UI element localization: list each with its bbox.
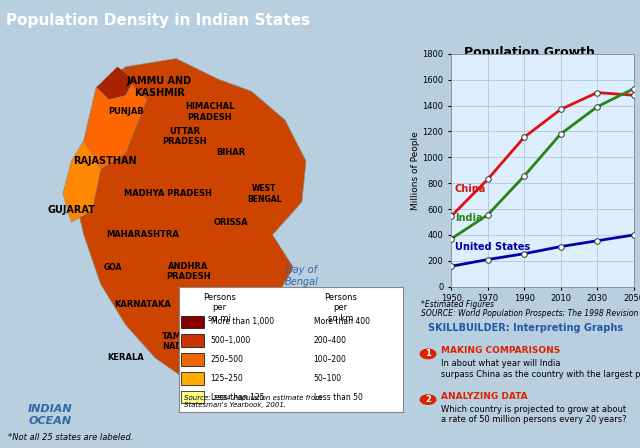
Text: Persons
per
sq km: Persons per sq km [324, 293, 357, 323]
Text: GOA: GOA [104, 263, 122, 272]
Text: Which country is projected to grow at about
a rate of 50 million persons every 2: Which country is projected to grow at ab… [442, 405, 627, 424]
Text: RAJASTHAN: RAJASTHAN [73, 156, 136, 166]
Text: Population Density in Indian States: Population Density in Indian States [6, 13, 310, 28]
Text: WEST
BENGAL: WEST BENGAL [247, 184, 282, 203]
Text: SKILLBUILDER: Interpreting Graphs: SKILLBUILDER: Interpreting Graphs [428, 323, 623, 333]
Text: 2: 2 [425, 395, 431, 404]
Text: BIHAR: BIHAR [216, 148, 245, 157]
Polygon shape [71, 59, 306, 378]
Text: 250–500: 250–500 [211, 355, 244, 364]
Polygon shape [84, 79, 147, 169]
Text: Persons
per
sq mi: Persons per sq mi [203, 293, 236, 323]
Polygon shape [97, 67, 134, 99]
Bar [182, 391, 204, 403]
Text: Source: 1994 Population estimate from
Statesman's Yearbook, 2001.: Source: 1994 Population estimate from St… [184, 395, 322, 409]
Circle shape [420, 395, 436, 404]
Polygon shape [63, 141, 100, 223]
Text: *Not all 25 states are labeled.: *Not all 25 states are labeled. [8, 433, 134, 442]
Bar [182, 334, 204, 347]
Text: ORISSA: ORISSA [213, 218, 248, 227]
Text: Population Growth: Population Growth [464, 46, 595, 59]
Text: KERALA: KERALA [108, 353, 144, 362]
Text: China: China [455, 184, 486, 194]
Text: HIMACHAL
PRADESH: HIMACHAL PRADESH [185, 102, 234, 121]
Text: JAMMU AND
KASHMIR: JAMMU AND KASHMIR [127, 77, 192, 98]
Text: KARNATAKA: KARNATAKA [114, 300, 171, 309]
Text: GUJARAT: GUJARAT [47, 205, 95, 215]
Text: TAMIL
NADU: TAMIL NADU [162, 332, 190, 351]
Text: 50–100: 50–100 [314, 374, 342, 383]
Text: UTTAR
PRADESH: UTTAR PRADESH [162, 127, 207, 146]
Text: 100–200: 100–200 [314, 355, 346, 364]
Text: ANDHRA
PRADESH: ANDHRA PRADESH [166, 262, 211, 281]
Text: Less than 125: Less than 125 [211, 392, 264, 401]
Text: 125–250: 125–250 [211, 374, 243, 383]
Text: More than 1,000: More than 1,000 [211, 317, 274, 326]
Bar [182, 353, 204, 366]
Text: MADHYA PRADESH: MADHYA PRADESH [124, 190, 212, 198]
Text: PUNJAB: PUNJAB [108, 108, 143, 116]
Y-axis label: Millions of People: Millions of People [411, 131, 420, 210]
Text: Bay of
Bengal: Bay of Bengal [285, 265, 319, 287]
Bar [182, 315, 204, 328]
Circle shape [420, 349, 436, 358]
Text: Less than 50: Less than 50 [314, 392, 362, 401]
Text: MAHARASHTRA: MAHARASHTRA [106, 230, 179, 239]
Text: In about what year will India
surpass China as the country with the largest popu: In about what year will India surpass Ch… [442, 359, 640, 379]
Text: 200–400: 200–400 [314, 336, 347, 345]
Text: More than 400: More than 400 [314, 317, 370, 326]
Text: United States: United States [455, 242, 530, 252]
Text: India: India [455, 213, 483, 223]
Text: SOURCE: World Population Prospects; The 1998 Revision: SOURCE: World Population Prospects; The … [421, 309, 639, 318]
Text: MAKING COMPARISONS: MAKING COMPARISONS [442, 346, 561, 355]
Text: INDIAN
OCEAN: INDIAN OCEAN [28, 405, 72, 426]
Text: 1: 1 [425, 349, 431, 358]
Text: ANALYZING DATA: ANALYZING DATA [442, 392, 528, 401]
Text: 500–1,000: 500–1,000 [211, 336, 251, 345]
Bar [182, 372, 204, 384]
Text: *Estimated Figures: *Estimated Figures [421, 300, 494, 309]
